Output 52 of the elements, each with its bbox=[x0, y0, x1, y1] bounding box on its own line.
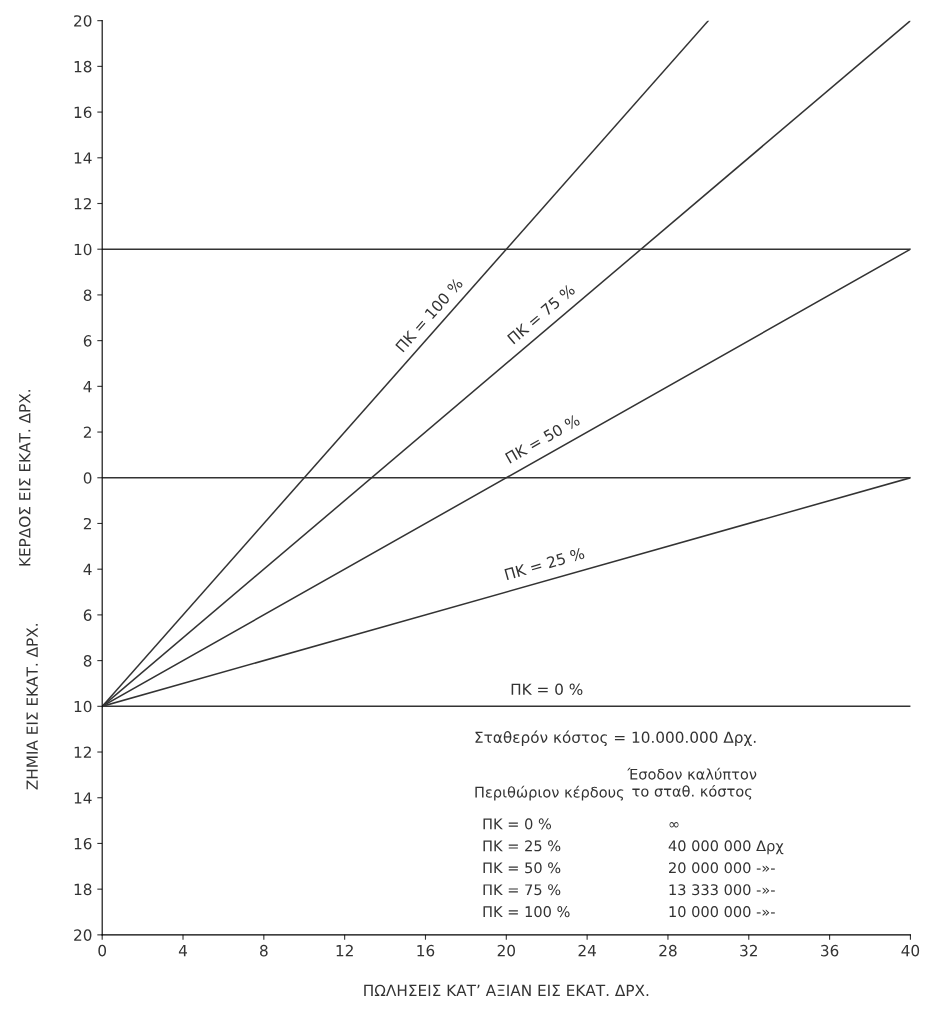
y-tick-label: 10 bbox=[74, 243, 92, 256]
x-tick-label: 36 bbox=[821, 944, 839, 957]
annotation: 20 000 000 -»- bbox=[669, 862, 775, 874]
text: ΠΚ = 50 % bbox=[504, 413, 581, 464]
y-tick-label: 14 bbox=[74, 152, 92, 164]
annotation: Έσοδον καλύπτον το σταθ. κόστος bbox=[627, 767, 757, 800]
annotation: 40 000 000 Δρχ bbox=[668, 840, 784, 855]
annotation: Σταθερόν κόστος = 10.000.000 Δρχ. bbox=[475, 730, 756, 747]
text: ΠΚ = 75 % bbox=[506, 283, 576, 345]
annotation: 10 000 000 -»- bbox=[669, 906, 775, 918]
text: ΖΗΜΙΑ ΕΙΣ ΕΚΑΤ. ΔΡΧ. bbox=[26, 624, 38, 790]
y-tick-label: 16 bbox=[74, 837, 92, 850]
x-tick-label: 16 bbox=[417, 944, 435, 957]
y-tick-label: 6 bbox=[83, 609, 92, 621]
x-tick-label: 8 bbox=[260, 944, 268, 957]
x-tick-label: 0 bbox=[98, 944, 107, 957]
y-tick-label: 20 bbox=[74, 929, 92, 941]
annotation: ΠΚ = 25 % bbox=[483, 840, 561, 852]
y-tick-label: 10 bbox=[74, 700, 92, 713]
x-tick-label: 40 bbox=[901, 944, 920, 957]
y-tick-label: 4 bbox=[83, 381, 92, 393]
x-tick-label: 28 bbox=[659, 944, 677, 957]
x-tick-label: 12 bbox=[336, 944, 353, 957]
x-axis-title: ΠΩΛΗΣΕΙΣ ΚΑΤ’ ΑΞΙΑΝ ΕΙΣ ΕΚΑΤ. ΔΡΧ. bbox=[364, 984, 649, 996]
series-label: ΠΚ = 0 % bbox=[511, 683, 583, 696]
y-tick-label: 18 bbox=[74, 883, 92, 896]
x-tick-label: 32 bbox=[740, 944, 757, 957]
annotation: ΠΚ = 0 % bbox=[483, 818, 552, 830]
y-tick-label: 2 bbox=[83, 426, 91, 438]
y-tick-label: 20 bbox=[74, 15, 92, 27]
x-tick-label: 24 bbox=[578, 944, 596, 957]
y-tick-label: 2 bbox=[83, 517, 91, 530]
y-tick-label: 16 bbox=[74, 106, 92, 119]
y-tick-label: 8 bbox=[83, 289, 92, 301]
y-tick-label: 14 bbox=[74, 792, 92, 804]
x-tick-label: 20 bbox=[497, 944, 516, 957]
annotation: ΠΚ = 75 % bbox=[483, 884, 561, 896]
y-tick-label: 18 bbox=[74, 60, 92, 73]
annotation: Περιθώριον κέρδους bbox=[475, 785, 624, 801]
y-tick-label: 8 bbox=[83, 655, 92, 667]
annotation: 13 333 000 -»- bbox=[669, 884, 775, 896]
y-tick-label: 12 bbox=[74, 197, 91, 210]
x-tick-label: 4 bbox=[178, 945, 188, 957]
annotation: ΠΚ = 100 % bbox=[483, 906, 570, 918]
annotation: ΠΚ = 50 % bbox=[483, 862, 561, 874]
y-tick-label: 6 bbox=[83, 335, 92, 347]
y-tick-label: 0 bbox=[83, 472, 92, 484]
y-tick-label: 12 bbox=[74, 746, 91, 758]
y-axis-title: ΚΕΡΔΟΣ ΕΙΣ ΕΚΑΤ. ΔΡΧ. bbox=[18, 390, 31, 566]
text: ΠΚ = 25 % bbox=[504, 547, 585, 581]
y-tick-label: 4 bbox=[83, 563, 92, 575]
annotation: ∞ bbox=[669, 822, 679, 828]
